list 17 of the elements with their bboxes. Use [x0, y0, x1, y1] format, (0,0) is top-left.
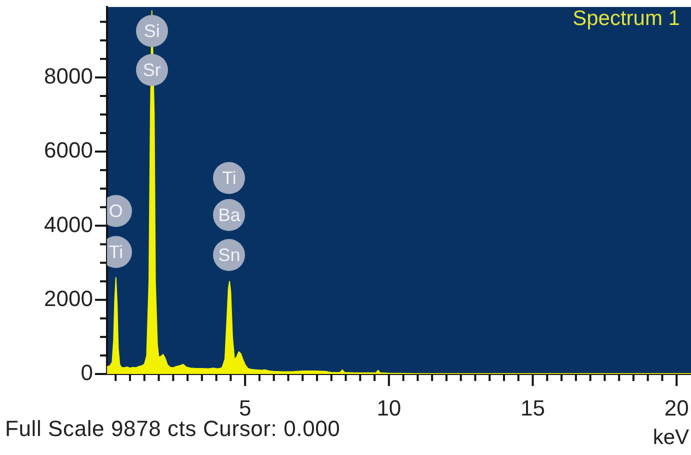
y-tick-label: 6000	[44, 138, 93, 163]
y-tick-label: 0	[80, 360, 93, 386]
x-tick-label: 20	[664, 395, 689, 420]
annotation: Ti	[108, 242, 124, 262]
annotation: Sn	[218, 245, 240, 266]
x-tick-label: 15	[520, 395, 546, 420]
chart-title: Spectrum 1	[572, 7, 680, 31]
annotation: Si	[144, 21, 160, 42]
x-tick-label: 10	[376, 395, 402, 420]
y-tick-label: 2000	[44, 286, 93, 311]
y-tick-label: 8000	[44, 63, 93, 88]
annotation: Ba	[218, 204, 240, 225]
annotation: Ti	[222, 168, 236, 188]
y-tick-label: 4000	[44, 212, 93, 237]
annotation: O	[108, 200, 123, 221]
annotation: Sr	[142, 60, 161, 80]
x-axis-title: keV	[652, 426, 689, 450]
